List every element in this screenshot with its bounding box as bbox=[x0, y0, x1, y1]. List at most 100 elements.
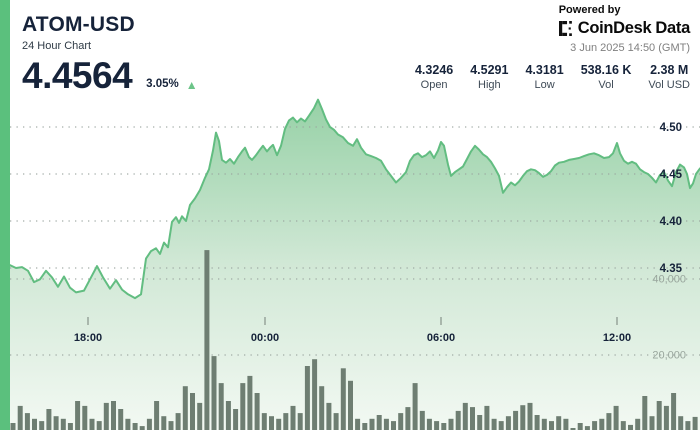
x-tick-06:00 bbox=[440, 317, 442, 325]
stat-vol-usd-value: 2.38 M bbox=[650, 63, 689, 77]
price-axis-label: 4.45 bbox=[660, 169, 683, 181]
volume-bar bbox=[247, 375, 253, 430]
volume-bar bbox=[304, 366, 310, 430]
volume-bar bbox=[484, 405, 490, 430]
volume-bar bbox=[276, 418, 282, 430]
volume-bar bbox=[233, 409, 239, 430]
chart-header-left: ATOM-USD 24 Hour Chart 4.4564 3.05% ▲ bbox=[22, 13, 198, 94]
volume-bar bbox=[146, 418, 152, 430]
brand-suffix: Data bbox=[655, 19, 690, 37]
volume-bar bbox=[125, 418, 131, 430]
stat-vol-usd: 2.38 M Vol USD bbox=[648, 63, 690, 91]
volume-bar bbox=[10, 423, 16, 430]
volume-bar bbox=[592, 421, 598, 430]
volume-bar bbox=[161, 416, 167, 430]
volume-bar bbox=[355, 418, 361, 430]
volume-bar bbox=[132, 423, 138, 430]
volume-bar bbox=[53, 416, 59, 430]
chart-header-right: Powered by CoinDesk Data 3 Jun 2025 14:5… bbox=[415, 4, 690, 91]
price-area-fill bbox=[10, 99, 700, 430]
time-axis-label: 06:00 bbox=[427, 332, 455, 344]
x-tick-18:00 bbox=[87, 317, 89, 325]
volume-bar bbox=[505, 416, 511, 430]
volume-bar bbox=[118, 409, 124, 430]
volume-bar bbox=[369, 418, 375, 430]
time-axis-label: 12:00 bbox=[603, 332, 631, 344]
stats-row: 4.3246 Open 4.5291 High 4.3181 Low 538.1… bbox=[415, 63, 690, 91]
volume-bar bbox=[656, 401, 662, 430]
volume-bar bbox=[297, 413, 303, 430]
volume-bar bbox=[549, 421, 554, 430]
x-tick-12:00 bbox=[616, 317, 618, 325]
volume-bar bbox=[541, 418, 547, 430]
volume-bar bbox=[182, 386, 188, 430]
volume-bar bbox=[513, 410, 519, 430]
volume-bar bbox=[570, 428, 576, 430]
volume-bar bbox=[398, 413, 404, 430]
time-axis-label: 00:00 bbox=[251, 332, 279, 344]
volume-bar bbox=[168, 421, 174, 430]
volume-bar bbox=[67, 423, 73, 430]
volume-bar bbox=[82, 405, 88, 430]
volume-bar bbox=[642, 396, 648, 430]
volume-bar bbox=[412, 383, 418, 430]
volume-bar bbox=[671, 393, 677, 430]
volume-bar bbox=[383, 418, 389, 430]
volume-bar bbox=[269, 416, 274, 430]
stat-open: 4.3246 Open bbox=[415, 63, 453, 91]
volume-bar bbox=[197, 402, 203, 430]
volume-bar bbox=[606, 413, 612, 430]
volume-bar bbox=[204, 250, 210, 430]
stat-open-label: Open bbox=[420, 79, 448, 91]
volume-bar bbox=[283, 413, 289, 430]
timestamp: 3 Jun 2025 14:50 (GMT) bbox=[570, 42, 690, 54]
volume-bar bbox=[139, 426, 145, 430]
volume-bar bbox=[154, 401, 160, 430]
brand-name: CoinDesk bbox=[577, 19, 652, 37]
price-change-percent: 3.05% bbox=[146, 78, 179, 90]
current-price: 4.4564 bbox=[22, 55, 133, 96]
volume-bar bbox=[240, 383, 246, 430]
volume-bar bbox=[111, 401, 116, 430]
volume-bar bbox=[692, 416, 698, 430]
coindesk-data-logo[interactable]: CoinDesk Data bbox=[558, 19, 690, 38]
volume-bar bbox=[455, 410, 461, 430]
volume-bar bbox=[685, 421, 691, 430]
coindesk-logo-icon bbox=[558, 21, 574, 36]
volume-bar bbox=[376, 415, 382, 430]
volume-bar bbox=[391, 421, 396, 430]
volume-bar bbox=[103, 402, 109, 430]
price-row: 4.4564 3.05% ▲ bbox=[22, 57, 198, 94]
volume-bar bbox=[290, 405, 296, 430]
volume-bar bbox=[426, 418, 432, 430]
stat-low-value: 4.3181 bbox=[525, 63, 564, 77]
volume-bar bbox=[613, 405, 619, 430]
volume-bar bbox=[620, 421, 626, 430]
stat-vol-label: Vol bbox=[598, 79, 614, 91]
volume-bar bbox=[678, 416, 684, 430]
volume-bar bbox=[319, 386, 325, 430]
volume-bar bbox=[96, 421, 102, 430]
stat-open-value: 4.3246 bbox=[414, 63, 454, 77]
brand-block: Powered by CoinDesk Data bbox=[558, 4, 690, 38]
volume-bar bbox=[520, 405, 526, 430]
price-axis-label: 4.50 bbox=[660, 122, 682, 134]
volume-bar bbox=[89, 418, 95, 430]
volume-axis-label: 40,000 bbox=[652, 274, 686, 286]
volume-bar bbox=[24, 413, 30, 430]
volume-bar bbox=[46, 409, 52, 430]
volume-bar bbox=[333, 413, 339, 430]
stat-low-label: Low bbox=[534, 79, 555, 91]
volume-bar bbox=[584, 426, 590, 430]
volume-bar bbox=[175, 413, 181, 430]
volume-bar bbox=[218, 383, 224, 430]
volume-bar bbox=[60, 418, 66, 430]
stat-high: 4.5291 High bbox=[470, 63, 508, 91]
volume-bar bbox=[448, 418, 454, 430]
up-triangle-icon: ▲ bbox=[185, 78, 198, 92]
volume-bar bbox=[462, 402, 468, 430]
volume-bar bbox=[405, 407, 411, 430]
volume-bar bbox=[190, 393, 195, 430]
